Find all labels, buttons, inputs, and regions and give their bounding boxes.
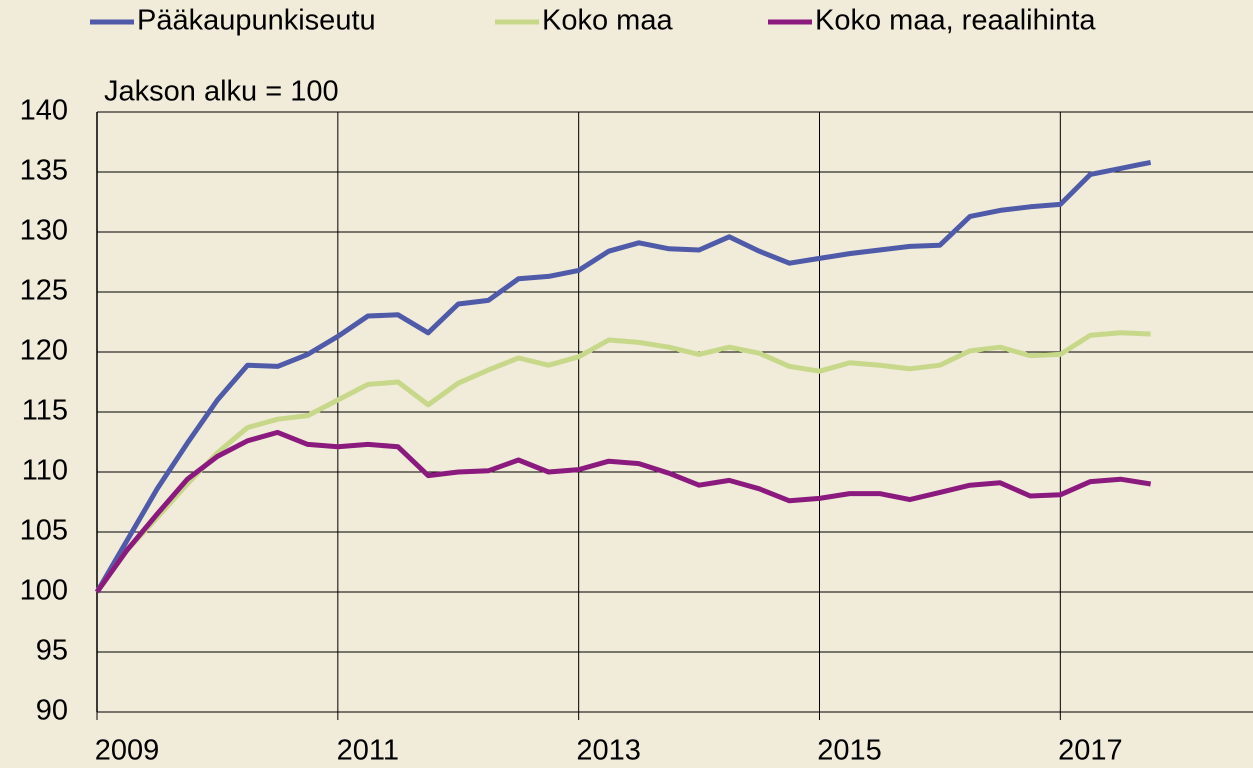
x-tick-label: 2017 bbox=[1058, 735, 1123, 767]
y-tick-label: 120 bbox=[20, 335, 68, 367]
annotation: Jakson alku = 100 bbox=[104, 76, 339, 108]
legend-label: Pääkaupunkiseutu bbox=[137, 5, 376, 37]
series-line bbox=[94, 159, 1152, 594]
y-tick-label: 115 bbox=[22, 395, 68, 427]
y-tick-label: 130 bbox=[20, 215, 68, 247]
x-tick-label: 2009 bbox=[95, 735, 160, 767]
y-tick-label: 95 bbox=[36, 635, 68, 667]
legend-label: Koko maa bbox=[542, 5, 673, 37]
y-tick-label: 100 bbox=[20, 575, 68, 607]
legend-label: Koko maa, reaalihinta bbox=[815, 5, 1096, 37]
series-line bbox=[94, 330, 1151, 594]
y-tick-label: 140 bbox=[20, 95, 68, 127]
y-tick-label: 105 bbox=[20, 515, 68, 547]
x-tick-label: 2013 bbox=[576, 735, 641, 767]
x-tick-label: 2015 bbox=[817, 735, 882, 767]
y-tick-label: 125 bbox=[20, 275, 68, 307]
series-line bbox=[94, 429, 1152, 594]
y-tick-label: 90 bbox=[36, 695, 68, 727]
x-tick-label: 2011 bbox=[337, 735, 399, 767]
y-tick-label: 110 bbox=[22, 455, 68, 487]
y-tick-label: 135 bbox=[20, 155, 68, 187]
